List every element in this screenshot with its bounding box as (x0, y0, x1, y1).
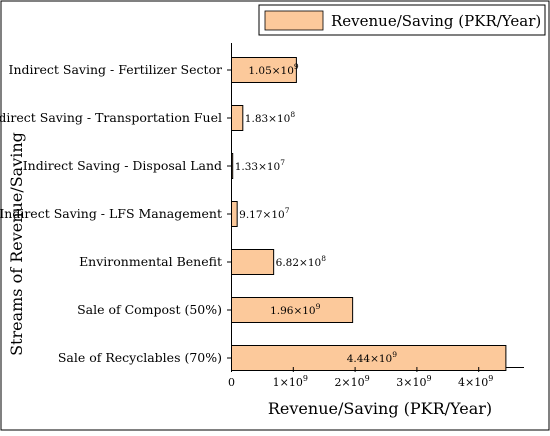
category-label: Sale of Compost (50%) (77, 302, 222, 317)
x-tick-label: 1×109 (273, 374, 308, 389)
data-label: 4.44×109 (347, 350, 398, 365)
x-tick-label: 3×109 (396, 374, 431, 389)
x-ticks: 0 1×109 2×109 3×109 4×109 (228, 367, 493, 389)
x-tick-label: 2×109 (334, 374, 369, 389)
bar (231, 105, 244, 131)
bar (231, 57, 297, 83)
y-axis-title: Streams of Revenue/Saving (7, 132, 26, 356)
bar (231, 345, 507, 371)
legend: Revenue/Saving (PKR/Year) (258, 4, 546, 36)
bar (231, 249, 275, 275)
category-label: Indirect Saving - Disposal Land (23, 158, 222, 173)
data-label: 1.83×108 (245, 110, 296, 125)
category-label: Environmental Benefit (79, 254, 222, 269)
bar (231, 201, 238, 227)
category-label: Indirect Saving - Transportation Fuel (0, 110, 222, 125)
legend-label: Revenue/Saving (PKR/Year) (331, 12, 541, 30)
category-label: Indirect Saving - LFS Management (0, 206, 222, 221)
bar (231, 153, 234, 179)
data-label: 1.33×107 (235, 158, 286, 173)
category-label: Sale of Recyclables (70%) (58, 350, 222, 365)
x-axis-title: Revenue/Saving (PKR/Year) (268, 399, 492, 418)
category-label: Indirect Saving - Fertilizer Sector (9, 62, 222, 77)
y-category-labels: Indirect Saving - Fertilizer Sector Indir… (0, 62, 232, 365)
data-labels: 1.05×109 1.83×108 1.33×107 9.17×107 6.82×108… (235, 62, 398, 365)
data-label: 6.82×108 (276, 254, 327, 269)
x-tick-label: 4×109 (458, 374, 493, 389)
bars (231, 57, 507, 371)
data-label: 1.96×109 (270, 302, 321, 317)
bar (231, 297, 354, 323)
data-label: 1.05×109 (248, 62, 299, 77)
x-tick-label: 0 (228, 376, 235, 389)
legend-swatch (264, 10, 324, 31)
data-label: 9.17×107 (239, 206, 290, 221)
